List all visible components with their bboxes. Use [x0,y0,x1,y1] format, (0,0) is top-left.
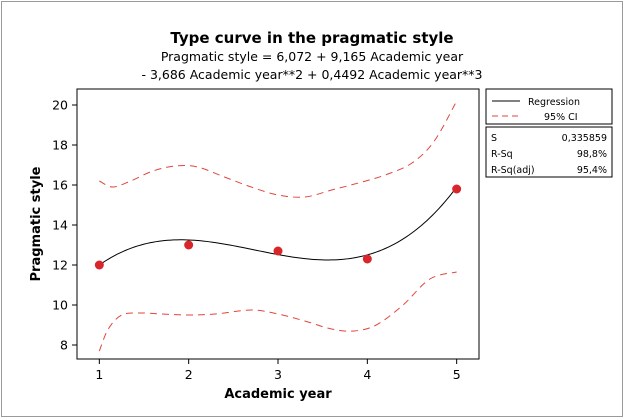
plot-area [76,88,480,360]
y-tick-label: 12 [52,258,68,273]
ci-lower-line [98,271,457,352]
x-tick-label: 1 [95,367,103,382]
chart-equation-line-1: Pragmatic style = 6,072 + 9,165 Academic… [161,49,464,64]
chart-title: Type curve in the pragmatic style [170,29,453,47]
data-point [452,184,462,194]
legend-box [485,88,613,125]
y-tick-label: 10 [52,298,68,313]
ci-upper-line [99,100,458,198]
chart-equation-line-2: - 3,686 Academic year**2 + 0,4492 Academ… [141,67,482,82]
x-tick-label: 2 [185,367,193,382]
y-axis-label: Pragmatic style [29,166,44,281]
x-tick-label: 4 [363,367,371,382]
y-tick-label: 14 [52,218,68,233]
stats-box [485,126,613,178]
data-point [273,246,283,256]
stat-rsq-adj-label: R-Sq(adj) [491,165,535,176]
y-tick-label: 8 [60,338,68,353]
x-axis: 1 2 3 4 5 [95,359,461,382]
legend-regression-label: Regression [528,97,580,108]
data-point [94,260,104,270]
x-tick-label: 5 [453,367,461,382]
x-tick-label: 3 [274,367,282,382]
stat-rsq-value: 98,8% [577,149,607,160]
y-tick-label: 16 [52,178,68,193]
data-point [184,240,194,250]
stat-rsq-label: R-Sq [491,149,513,160]
y-axis: 8 10 12 14 16 18 20 [52,98,77,353]
data-point [362,254,372,264]
legend-ci-label: 95% CI [544,112,578,123]
stat-s-label: S [491,133,497,144]
stat-s-value: 0,335859 [562,133,607,144]
x-axis-label: Academic year [224,387,332,402]
stat-rsq-adj-value: 95,4% [577,165,607,176]
y-tick-label: 20 [52,98,68,113]
y-tick-label: 18 [52,138,68,153]
series-group [94,100,462,352]
